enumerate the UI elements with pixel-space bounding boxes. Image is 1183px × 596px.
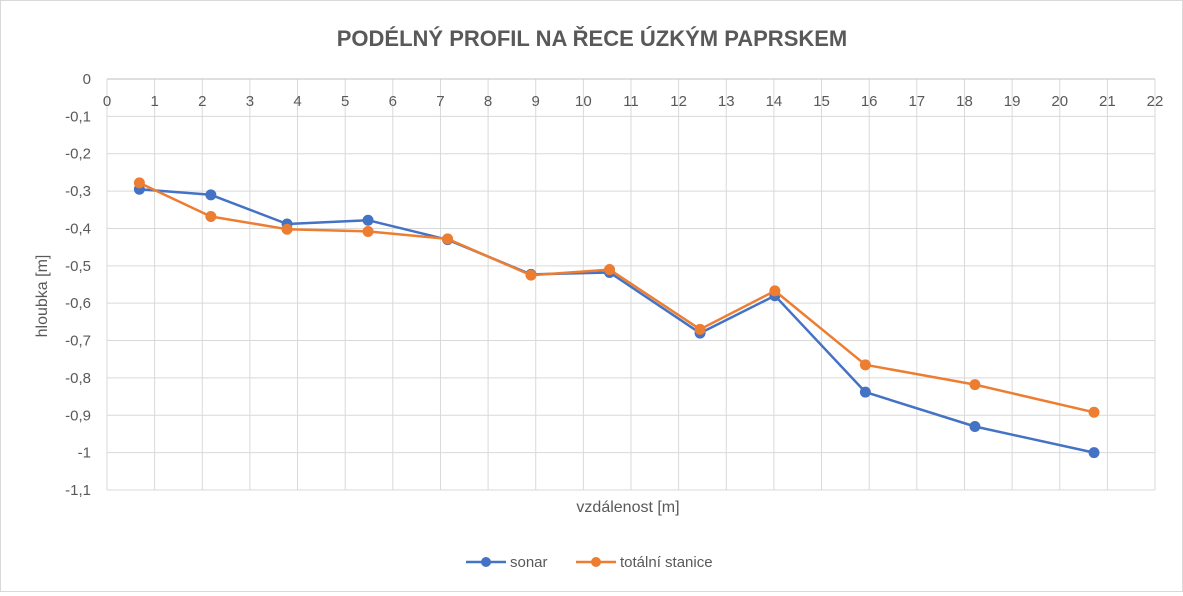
- x-axis-ticks: 0 1 2 3 4 5 6 7 8 9 10 11 12 13 14 15 16 17 18 19 20 21 22: [103, 93, 1164, 110]
- series-0: [133, 183, 1100, 459]
- y-tick-label: -0,2: [65, 146, 91, 163]
- legend: sonar totální stanice: [466, 554, 713, 571]
- legend-item-1[interactable]: totální stanice: [576, 554, 713, 571]
- y-tick-label: -0,4: [65, 220, 91, 237]
- data-point: [969, 379, 981, 391]
- y-tick-label: -0,7: [65, 333, 91, 350]
- x-tick-label: 9: [532, 93, 540, 110]
- data-point: [362, 225, 374, 237]
- series-1: [133, 177, 1100, 418]
- x-tick-label: 13: [718, 93, 735, 110]
- legend-label: sonar: [510, 554, 548, 571]
- grid: [106, 78, 1156, 491]
- x-tick-label: 16: [861, 93, 878, 110]
- y-tick-label: -0,1: [65, 108, 91, 125]
- y-axis-ticks: 0 -0,1 -0,2 -0,3 -0,4 -0,5 -0,6 -0,7 -0,8 -0,9 -1 -…: [65, 71, 91, 499]
- series-layer: [133, 177, 1100, 459]
- legend-item-0[interactable]: sonar: [466, 554, 548, 571]
- x-tick-label: 21: [1099, 93, 1116, 110]
- data-point: [604, 264, 616, 276]
- x-tick-label: 20: [1051, 93, 1068, 110]
- x-tick-label: 10: [575, 93, 592, 110]
- y-tick-label: -0,8: [65, 370, 91, 387]
- data-point: [769, 285, 781, 297]
- x-tick-label: 5: [341, 93, 349, 110]
- data-point: [859, 359, 871, 371]
- data-point: [281, 223, 293, 235]
- chart-title: PODÉLNÝ PROFIL NA ŘECE ÚZKÝM PAPRSKEM: [337, 26, 848, 51]
- data-point: [1088, 406, 1100, 418]
- data-point: [362, 214, 374, 226]
- data-point: [1088, 447, 1100, 459]
- y-tick-label: -0,5: [65, 258, 91, 275]
- data-point: [205, 189, 217, 201]
- data-point: [969, 420, 981, 432]
- x-tick-label: 6: [389, 93, 397, 110]
- x-tick-label: 3: [246, 93, 254, 110]
- y-tick-label: -0,3: [65, 183, 91, 200]
- y-tick-label: -1,1: [65, 482, 91, 499]
- x-axis-title: vzdálenost [m]: [576, 499, 679, 516]
- x-tick-label: 1: [150, 93, 158, 110]
- x-tick-label: 0: [103, 93, 111, 110]
- x-tick-label: 11: [623, 93, 639, 110]
- x-tick-label: 12: [670, 93, 687, 110]
- x-tick-label: 7: [436, 93, 444, 110]
- data-point: [442, 233, 454, 245]
- x-tick-label: 8: [484, 93, 492, 110]
- y-tick-label: -0,6: [65, 295, 91, 312]
- y-tick-label: -0,9: [65, 407, 91, 424]
- data-point: [205, 210, 217, 222]
- x-tick-label: 19: [1004, 93, 1021, 110]
- x-tick-label: 17: [908, 93, 925, 110]
- data-point: [859, 386, 871, 398]
- x-tick-label: 15: [813, 93, 830, 110]
- y-tick-label: -1: [78, 445, 91, 462]
- x-tick-label: 22: [1147, 93, 1164, 110]
- data-point: [694, 323, 706, 335]
- data-point: [133, 177, 145, 189]
- x-tick-label: 14: [766, 93, 783, 110]
- y-axis-title: hloubka [m]: [34, 255, 51, 338]
- series-line: [138, 181, 1095, 414]
- x-tick-label: 2: [198, 93, 206, 110]
- legend-marker: [591, 557, 601, 567]
- x-tick-label: 4: [293, 93, 301, 110]
- legend-label: totální stanice: [620, 554, 713, 571]
- data-point: [525, 269, 537, 281]
- legend-marker: [481, 557, 491, 567]
- y-tick-label: 0: [83, 71, 91, 88]
- x-tick-label: 18: [956, 93, 973, 110]
